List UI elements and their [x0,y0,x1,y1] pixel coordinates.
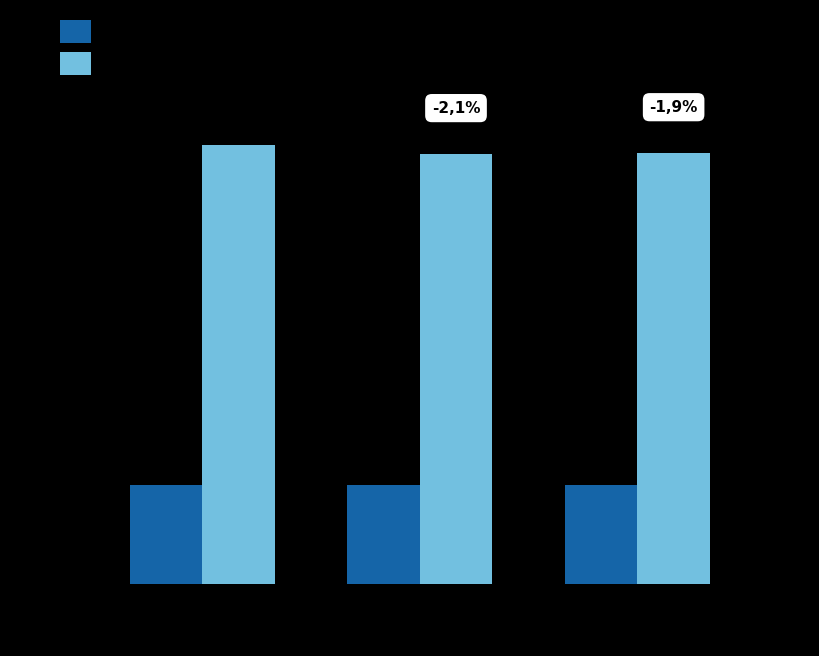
Bar [129,485,202,584]
Bar [637,153,710,584]
Bar [419,154,492,584]
Text: -2,1%: -2,1% [432,100,480,115]
Bar [60,20,91,43]
Bar [60,52,91,75]
Text: -1,9%: -1,9% [649,100,698,115]
Bar [347,485,420,584]
Bar [202,145,274,584]
Bar [565,485,637,584]
